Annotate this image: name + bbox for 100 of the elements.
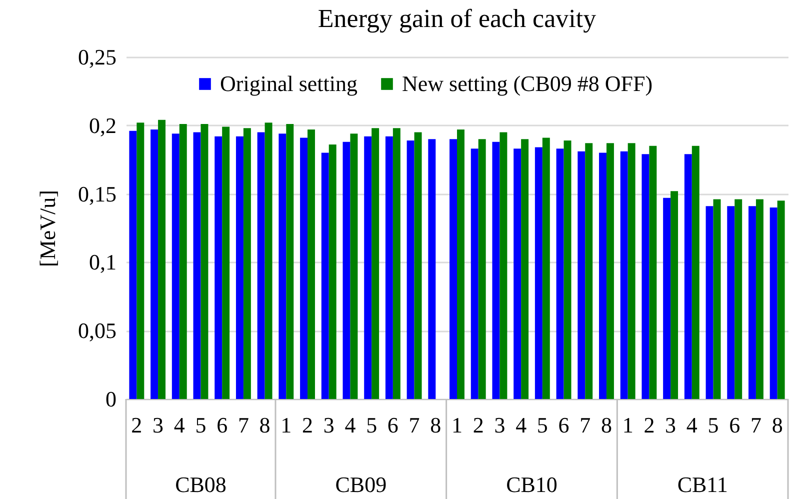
legend-label: New setting (CB09 #8 OFF) [402, 71, 653, 96]
bar [578, 151, 586, 399]
bar [200, 124, 208, 399]
bar [564, 140, 572, 399]
x-tick-label: 4 [516, 412, 527, 438]
bar [770, 207, 778, 399]
x-tick-label: 2 [302, 412, 314, 438]
bar [264, 122, 272, 399]
text: CB09 [335, 472, 387, 497]
bar [642, 154, 650, 399]
x-tick-label: 2 [131, 412, 142, 438]
bar [606, 143, 614, 399]
bar [385, 136, 393, 399]
bar [158, 120, 166, 399]
bar [457, 130, 464, 399]
x-tick-label: 7 [408, 412, 420, 438]
bar [692, 146, 700, 399]
bar [663, 198, 671, 399]
bar [286, 124, 294, 399]
x-tick-label: 5 [536, 412, 548, 438]
x-tick-label: 6 [729, 412, 740, 438]
x-tick-label: 5 [366, 412, 378, 438]
bar [649, 146, 657, 399]
text: CB11 [677, 472, 728, 497]
bar [713, 199, 721, 399]
chart-title: Energy gain of each cavity [318, 4, 596, 33]
x-tick-label: 2 [644, 412, 655, 438]
bar [428, 139, 436, 399]
bar [406, 140, 414, 399]
y-axis-title: [MeV/u] [35, 190, 60, 267]
bar [534, 147, 542, 399]
x-tick-label: 5 [195, 412, 206, 438]
x-tick-label: 1 [622, 412, 634, 438]
bar [521, 139, 529, 399]
bar [193, 132, 201, 399]
bar [308, 130, 315, 399]
bar [214, 136, 222, 399]
bar [342, 142, 350, 399]
x-tick-label: 4 [686, 412, 698, 438]
bar [620, 151, 628, 399]
bar [129, 130, 137, 399]
x-tick-label: 7 [238, 412, 249, 438]
bar [599, 152, 606, 399]
bar [727, 206, 735, 399]
y-tick-label: 0 [106, 386, 116, 412]
bar [628, 143, 636, 399]
x-tick-label: 6 [558, 412, 570, 438]
x-tick-label: 6 [216, 412, 228, 438]
bar [150, 130, 158, 399]
bar [756, 199, 764, 399]
y-tick-label: 0,05 [78, 318, 116, 344]
x-tick-label: 4 [344, 412, 356, 438]
x-tick-label: 7 [750, 412, 762, 438]
bar [470, 148, 478, 399]
x-tick-label: 1 [452, 412, 462, 438]
x-tick-label: 3 [152, 412, 164, 438]
bar [179, 124, 187, 399]
bar [321, 152, 329, 399]
x-tick-label: 3 [494, 412, 506, 438]
bar [748, 206, 756, 399]
bar [670, 191, 678, 399]
legend-label: Original setting [220, 71, 358, 96]
bar [300, 138, 308, 399]
bar [364, 136, 372, 399]
y-tick-label: 0,1 [89, 250, 116, 275]
bar [684, 154, 692, 399]
x-tick-label: 6 [387, 412, 398, 438]
x-tick-label: 3 [665, 412, 676, 438]
x-tick-label: 4 [174, 412, 185, 438]
bar [478, 139, 486, 399]
bar [278, 134, 286, 399]
bar [257, 132, 265, 399]
bar [492, 142, 500, 399]
text: CB10 [506, 472, 558, 497]
bar [706, 206, 714, 399]
bar [500, 132, 508, 399]
bar [514, 148, 522, 399]
x-tick-label: 1 [280, 412, 292, 438]
bar [450, 139, 457, 399]
bar [734, 199, 742, 399]
x-tick-label: 8 [430, 412, 442, 438]
bar [236, 136, 244, 399]
bar [243, 128, 251, 399]
bar [328, 144, 336, 399]
y-tick-label: 0,25 [78, 44, 116, 70]
bar [542, 138, 550, 399]
bar [172, 134, 180, 399]
bar [414, 132, 422, 399]
x-tick-label: 8 [600, 412, 612, 438]
bar [222, 126, 230, 399]
x-tick-label: 8 [259, 412, 270, 438]
bar [556, 148, 564, 399]
y-tick-label: 0,15 [78, 181, 116, 206]
x-tick-label: 5 [708, 412, 719, 438]
bar [350, 134, 358, 399]
bar [372, 128, 380, 399]
bar [585, 143, 593, 399]
x-tick-label: 3 [323, 412, 334, 438]
text: CB08 [175, 472, 226, 497]
x-tick-label: 7 [580, 412, 591, 438]
